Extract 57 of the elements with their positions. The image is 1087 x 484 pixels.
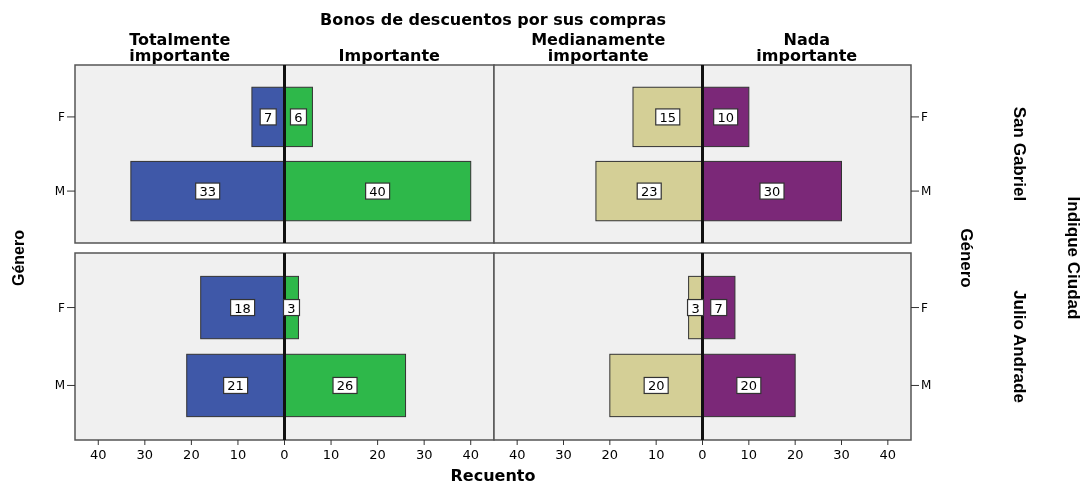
- x-tick-label: 20: [369, 447, 386, 462]
- series-label: Medianamente importante: [531, 30, 666, 65]
- data-label: 10: [717, 109, 734, 125]
- x-tick-label: 40: [508, 447, 526, 462]
- bar: [186, 353, 285, 418]
- x-tick-label: 10: [229, 447, 247, 462]
- chart-title: Bonos de descuentos por sus compras: [320, 10, 666, 29]
- x-tick-label: 40: [879, 447, 897, 462]
- data-label: 15: [659, 109, 677, 125]
- y-tick-label: F: [58, 300, 66, 315]
- data-label: 20: [740, 378, 758, 394]
- y-axis-title: Género: [10, 229, 27, 287]
- bar: [609, 353, 703, 418]
- text: Importante: [338, 46, 441, 65]
- data-label: 26: [336, 378, 354, 394]
- y-tick-label: F: [58, 109, 66, 124]
- text: Julio Andrade: [1010, 290, 1029, 403]
- x-tick-label: 30: [415, 447, 433, 462]
- data-label: 33: [199, 184, 216, 200]
- x-tick-label: 30: [833, 447, 850, 462]
- bar: [702, 353, 796, 418]
- x-tick-label: 20: [601, 447, 619, 462]
- y-tick-label: F: [921, 109, 928, 124]
- text: Indique Ciudad: [1064, 196, 1083, 320]
- y-tick-label: M: [921, 184, 932, 199]
- text: San Gabriel: [1010, 106, 1029, 202]
- data-label: 40: [369, 184, 386, 200]
- y2-axis-title: Género: [957, 228, 976, 288]
- x-tick-label: 20: [786, 447, 804, 462]
- data-label: 7: [264, 109, 273, 125]
- y-tick-label: M: [54, 378, 65, 393]
- x-tick-label: 30: [136, 447, 154, 462]
- y-tick-label: F: [921, 300, 928, 315]
- series-label: Totalmente importante: [129, 30, 231, 65]
- data-label: 20: [647, 378, 665, 394]
- x-tick-label: 0: [698, 447, 707, 462]
- data-label: 18: [234, 300, 251, 316]
- data-label: 3: [691, 300, 700, 316]
- series-label: Nada importante: [756, 30, 858, 65]
- data-label: 7: [714, 300, 723, 316]
- x-tick-label: 0: [280, 447, 289, 462]
- data-label: 6: [294, 109, 303, 125]
- x-tick-label: 30: [555, 447, 572, 462]
- data-label: 3: [287, 300, 296, 316]
- x-tick-label: 20: [183, 447, 200, 462]
- y-tick-label: M: [921, 378, 932, 393]
- x-tick-label: 40: [90, 447, 107, 462]
- data-label: 21: [227, 378, 244, 394]
- bar: [284, 353, 407, 418]
- data-label: 23: [640, 184, 658, 200]
- x-axis-title: Recuento: [450, 466, 536, 484]
- y-tick-label: M: [54, 184, 65, 199]
- data-label: 30: [763, 184, 781, 200]
- x-tick-label: 40: [462, 447, 479, 462]
- x-tick-label: 10: [322, 447, 340, 462]
- x-tick-label: 10: [740, 447, 758, 462]
- x-tick-label: 10: [647, 447, 665, 462]
